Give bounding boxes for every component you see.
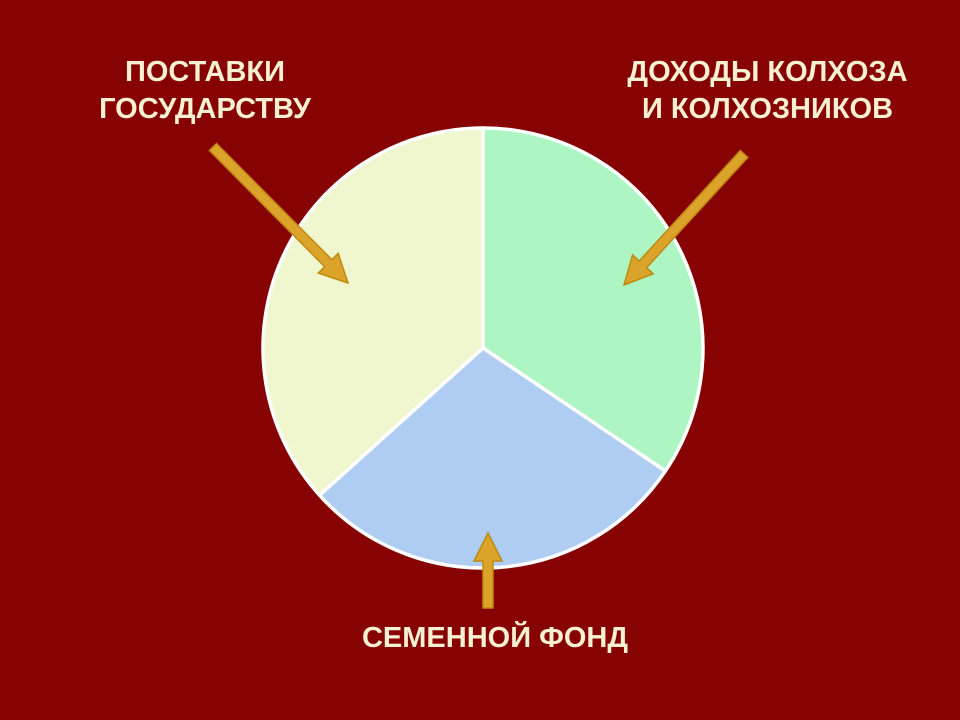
pie-slice-1 [481,126,705,473]
pie-slices [261,126,705,570]
arrows [208,142,749,609]
arrow-to-deliveries-slice [208,142,350,285]
label-seed-fund: СЕМЕННОЙ ФОНД [361,622,629,654]
label-deliveries-to-state: ПОСТАВКИ ГОСУДАРСТВУ [99,56,311,125]
pie-slice-3 [261,126,485,497]
label-kolkhoz-income: ДОХОДЫ КОЛХОЗА И КОЛХОЗНИКОВ [627,56,908,125]
arrow-to-income-slice [622,149,749,287]
arrow-to-seed-fund-slice [472,531,504,609]
pie-slice-2 [317,346,668,570]
